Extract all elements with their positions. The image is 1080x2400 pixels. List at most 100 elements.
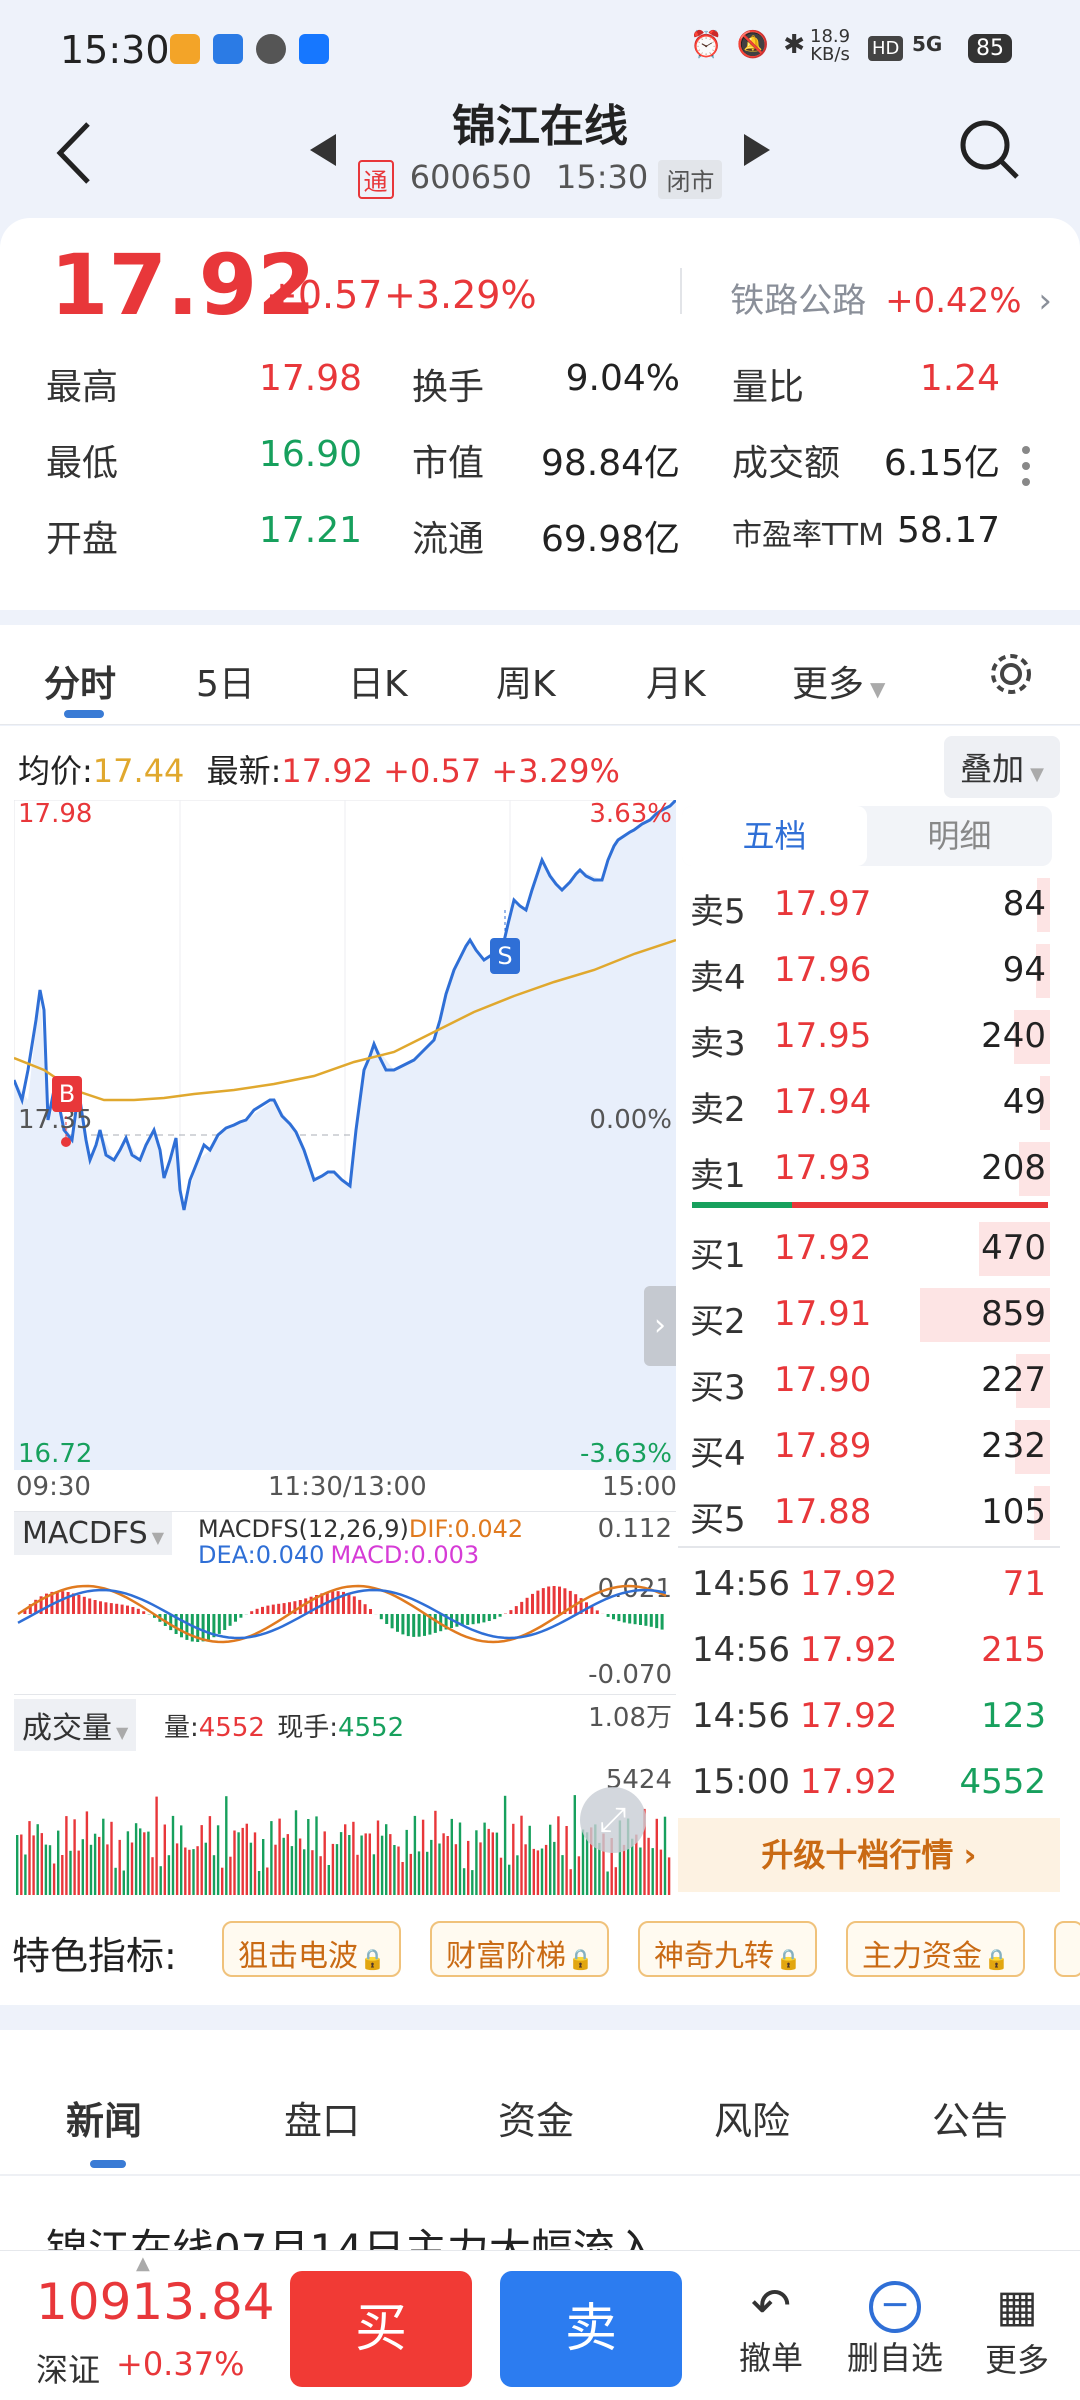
back-icon[interactable] [50, 118, 100, 188]
volume-bar [397, 1846, 400, 1895]
ask-row[interactable]: 卖3 17.95 240 [678, 1004, 1060, 1070]
macd-bar [568, 1590, 572, 1614]
macd-bar [217, 1614, 221, 1634]
price-change: +0.57 [266, 273, 383, 317]
overlay-button[interactable]: 叠加 ▼ [944, 736, 1060, 798]
expand-panel-handle[interactable]: › [644, 1286, 676, 1366]
sector-link[interactable]: 铁路公路 +0.42% › [730, 273, 1052, 322]
volume-bar [499, 1857, 503, 1895]
buy-button[interactable]: 买 [290, 2271, 472, 2387]
tab-detail[interactable]: 明细 [927, 817, 992, 855]
macd-bar [212, 1614, 216, 1638]
chip-magic-nine[interactable]: 神奇九转 🔒 [638, 1921, 817, 1977]
macd-top-label: 0.112 [597, 1514, 672, 1544]
macd-bar [482, 1614, 486, 1623]
volume-bar [286, 1834, 289, 1895]
macd-selector[interactable]: MACDFS ▼ [14, 1512, 173, 1555]
tab-five-levels[interactable]: 五档 [682, 806, 867, 866]
divider [0, 2174, 1080, 2176]
hd-badge: HD [868, 36, 904, 61]
volume-bar [549, 1824, 552, 1895]
search-icon[interactable] [955, 115, 1025, 185]
macd-panel: MACDFS ▼ MACDFS(12,26,9)DIF:0.042 DEA:0.0… [14, 1511, 676, 1691]
next-stock-icon[interactable] [738, 130, 774, 170]
stat-value: 58.17 [896, 510, 1000, 551]
chip-partial[interactable] [1054, 1921, 1080, 1977]
stat-label: 流通 [412, 519, 485, 560]
volume-selector[interactable]: 成交量 ▼ [14, 1699, 137, 1751]
sell-button[interactable]: 卖 [500, 2271, 682, 2387]
volume-bar [282, 1837, 285, 1895]
ask-volume: 49 [1002, 1082, 1046, 1122]
volume-bar [454, 1844, 458, 1895]
tab-funds[interactable]: 资金 [498, 2099, 575, 2143]
volume-bar [77, 1850, 80, 1895]
tab-daily-k[interactable]: 日K [348, 664, 408, 705]
chip-sniper-wave[interactable]: 狙击电波 🔒 [222, 1921, 401, 1977]
tab-intraday[interactable]: 分时 [44, 664, 117, 705]
volume-bar [200, 1825, 203, 1895]
macd-chart [17, 1584, 667, 1644]
bid-row[interactable]: 买5 17.88 105 [678, 1480, 1060, 1546]
chip-main-funds[interactable]: 主力资金 🔒 [846, 1921, 1025, 1977]
ask-row[interactable]: 卖4 17.96 94 [678, 938, 1060, 1004]
undo-order-button[interactable]: ↶ 撤单 [716, 2279, 826, 2379]
volume-bar [622, 1844, 626, 1895]
more-button[interactable]: ▦ 更多 [962, 2279, 1072, 2381]
stock-name: 锦江在线 [452, 101, 628, 152]
net-speed-unit: KB/s [810, 44, 850, 65]
bid-volume: 227 [981, 1360, 1046, 1400]
volume-bar [65, 1816, 68, 1895]
bid-volume: 470 [981, 1228, 1046, 1268]
macd-bar [115, 1603, 119, 1614]
tab-5day[interactable]: 5日 [196, 664, 255, 705]
ask-row[interactable]: 卖5 17.97 84 [678, 872, 1060, 938]
remove-favorite-button[interactable]: − 删自选 [840, 2279, 950, 2379]
macd-bar [460, 1614, 464, 1626]
more-vert-icon[interactable] [1022, 446, 1030, 486]
bid-row[interactable]: 买3 17.90 227 [678, 1348, 1060, 1414]
volume-name: 成交量 [22, 1711, 112, 1746]
sell-marker-text: S [497, 942, 512, 970]
macd-bar [66, 1592, 70, 1614]
volume-bar [81, 1839, 84, 1895]
prev-stock-icon[interactable] [306, 130, 342, 170]
macd-bar [309, 1596, 313, 1614]
volume-bar [610, 1838, 613, 1895]
tab-weekly-k[interactable]: 周K [496, 664, 556, 705]
tab-monthly-k[interactable]: 月K [646, 664, 706, 705]
macd-bar [23, 1608, 27, 1614]
ask-row[interactable]: 卖2 17.94 49 [678, 1070, 1060, 1136]
bluetooth-icon: ✱ [783, 30, 806, 60]
macd-bar [28, 1604, 32, 1614]
intraday-chart[interactable]: 17.98 3.63% 17.35 0.00% 16.72 -3.63% B S [14, 800, 676, 1470]
tab-news[interactable]: 新闻 [66, 2099, 143, 2143]
sector-change: +0.42% [885, 281, 1022, 321]
upgrade-ten-levels-button[interactable]: 升级十档行情 › [678, 1818, 1060, 1892]
macd-bar [466, 1614, 470, 1625]
macd-values: MACDFS(12,26,9)DIF:0.042 DEA:0.040 MACD:0… [198, 1516, 523, 1568]
volume-bar [512, 1823, 515, 1895]
volume-bar [421, 1819, 425, 1895]
volume-bar [290, 1846, 294, 1895]
fullscreen-icon[interactable]: ⤢ [580, 1787, 646, 1853]
volume-bar [130, 1842, 134, 1895]
volume-bar [163, 1824, 166, 1895]
chip-wealth-ladder[interactable]: 财富阶梯 🔒 [430, 1921, 609, 1977]
tab-order-flow[interactable]: 盘口 [284, 2099, 361, 2143]
settings-gear-icon[interactable] [986, 649, 1036, 699]
tab-more[interactable]: 更多 ▼ [792, 655, 885, 707]
macd-bar [315, 1595, 318, 1614]
macd-bar [633, 1614, 637, 1625]
bid-row[interactable]: 买1 17.92 470 [678, 1216, 1060, 1282]
ask-row[interactable]: 卖1 17.93 208 [678, 1136, 1060, 1202]
index-value[interactable]: 10913.84 [36, 2273, 275, 2331]
bid-row[interactable]: 买4 17.89 232 [678, 1414, 1060, 1480]
trade-volume: 71 [1002, 1564, 1046, 1604]
macd-bar [406, 1614, 410, 1637]
undo-icon: ↶ [750, 2278, 792, 2334]
bid-row[interactable]: 买2 17.91 859 [678, 1282, 1060, 1348]
tab-risk[interactable]: 风险 [714, 2099, 791, 2143]
macd-bar [72, 1593, 75, 1614]
tab-announcements[interactable]: 公告 [932, 2099, 1009, 2143]
